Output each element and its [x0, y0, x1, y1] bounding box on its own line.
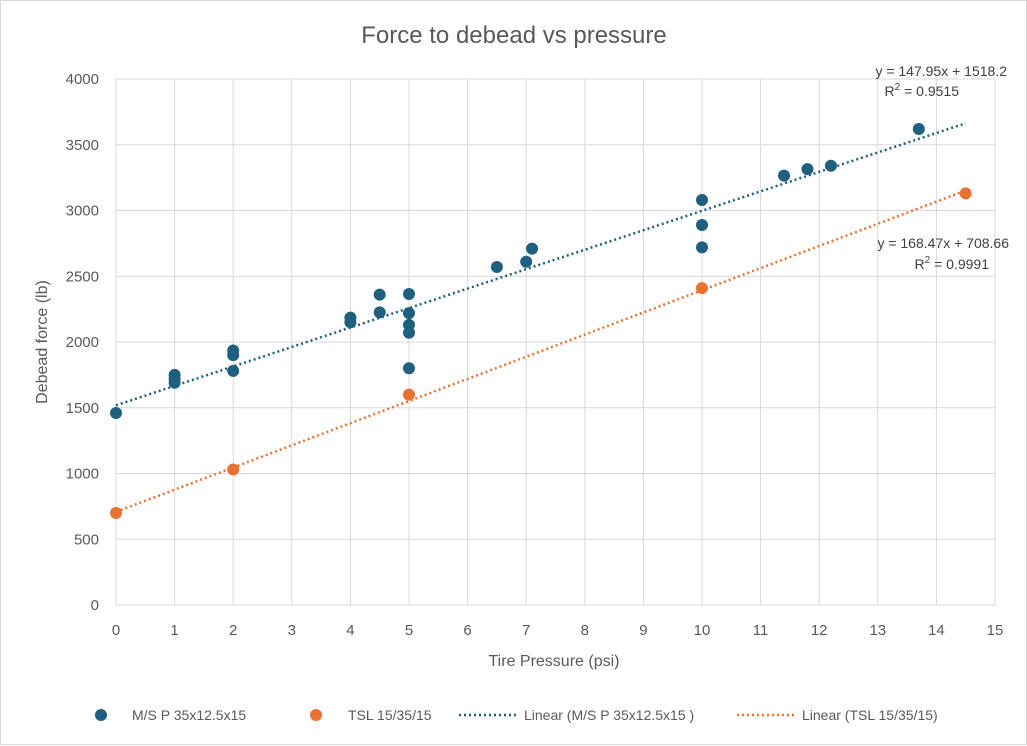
y-tick-label: 3500 [66, 137, 99, 154]
x-tick-label: 11 [753, 622, 769, 639]
data-point-ms [227, 349, 240, 362]
y-axis-title: Debead force (lb) [34, 280, 51, 404]
x-tick-label: 1 [170, 622, 178, 639]
y-tick-label: 3000 [66, 203, 99, 220]
data-points [110, 122, 972, 519]
y-tick-label: 4000 [66, 71, 99, 88]
x-tick-label: 8 [581, 622, 589, 639]
y-tick-label: 1000 [66, 466, 99, 483]
data-point-ms [490, 261, 503, 274]
x-tick-label: 9 [639, 622, 647, 639]
data-point-ms [824, 159, 837, 172]
legend-label-linear-tsl: Linear (TSL 15/35/15) [802, 707, 938, 723]
data-point-ms [168, 376, 181, 389]
trendline-r2-tsl: R2 = 0.9991 [915, 255, 990, 272]
legend-label-linear-ms: Linear (M/S P 35x12.5x15 ) [524, 707, 694, 723]
data-point-ms [778, 169, 791, 182]
data-point-ms [696, 193, 708, 206]
data-point-tsl [403, 388, 415, 401]
x-tick-label: 14 [928, 622, 945, 639]
x-tick-label: 3 [288, 622, 296, 639]
x-tick-label: 0 [112, 622, 120, 639]
legend-item-tsl: TSL 15/35/15 [310, 707, 432, 723]
legend-item-linear-tsl: Linear (TSL 15/35/15) [737, 707, 938, 723]
data-point-ms [403, 326, 415, 339]
grid-lines [115, 78, 996, 606]
legend-marker-tsl [310, 709, 322, 721]
x-axis-title: Tire Pressure (psi) [489, 653, 620, 670]
data-point-tsl [110, 506, 122, 519]
data-point-ms [110, 407, 122, 420]
trendline-ms [115, 122, 967, 407]
y-tick-label: 0 [91, 597, 99, 614]
x-tick-label: 15 [987, 622, 1004, 639]
data-point-ms [696, 241, 708, 254]
data-point-tsl [227, 463, 240, 476]
trendline-r2-ms: R2 = 0.9515 [885, 82, 960, 99]
data-point-ms [520, 255, 533, 268]
data-point-tsl [696, 282, 708, 295]
x-tick-label: 13 [869, 622, 886, 639]
trendlines [115, 122, 967, 513]
data-point-ms [696, 218, 708, 231]
data-point-ms [912, 122, 925, 135]
data-point-ms [403, 362, 415, 375]
y-tick-label: 1500 [66, 400, 99, 417]
data-point-ms [801, 163, 814, 176]
y-tick-label: 2500 [66, 268, 99, 285]
data-point-ms [403, 288, 415, 301]
x-tick-label: 10 [694, 622, 711, 639]
x-tick-label: 12 [811, 622, 828, 639]
data-point-ms [373, 288, 386, 301]
legend-item-ms: M/S P 35x12.5x15 [95, 707, 246, 723]
data-point-ms [526, 242, 539, 255]
x-tick-label: 7 [522, 622, 530, 639]
y-tick-label: 2000 [66, 334, 99, 351]
legend-marker-ms [95, 709, 107, 721]
x-tick-label: 4 [346, 622, 354, 639]
legend-item-linear-ms: Linear (M/S P 35x12.5x15 ) [459, 707, 694, 723]
tick-labels: 0 1 2 3 4 5 6 7 8 9 10 11 12 13 14 15050010001500200025… [66, 71, 1004, 639]
data-point-ms [227, 364, 240, 377]
legend-label-tsl: TSL 15/35/15 [348, 707, 432, 723]
chart-title: Force to debead vs pressure [361, 22, 667, 49]
data-point-ms [403, 307, 415, 320]
x-tick-label: 6 [463, 622, 471, 639]
data-point-ms [373, 306, 386, 319]
x-tick-label: 5 [405, 622, 413, 639]
y-tick-label: 500 [74, 531, 99, 548]
trendline-tsl [115, 189, 967, 513]
data-point-ms [344, 316, 357, 329]
legend: M/S P 35x12.5x15 TSL 15/35/15 Linear (M/… [95, 707, 938, 723]
legend-label-ms: M/S P 35x12.5x15 [132, 707, 246, 723]
trendline-equation-tsl: y = 168.47x + 708.66 [877, 235, 1009, 251]
data-point-tsl [959, 187, 972, 200]
x-tick-label: 2 [229, 622, 237, 639]
trendline-equation-ms: y = 147.95x + 1518.2 [875, 63, 1007, 79]
